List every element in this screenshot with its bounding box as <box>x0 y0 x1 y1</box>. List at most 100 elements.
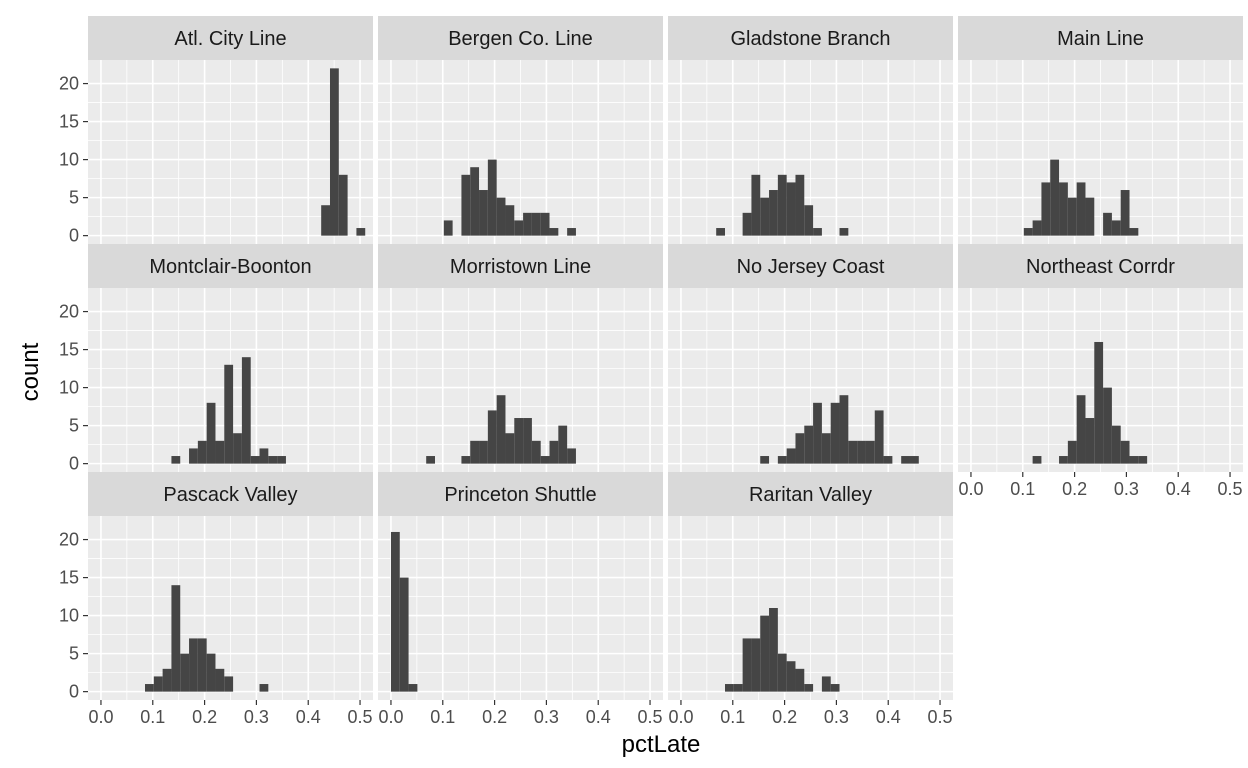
x-tick-label: 0.3 <box>534 707 559 727</box>
histogram-bar <box>523 418 532 464</box>
histogram-bar <box>1067 440 1077 464</box>
facet-title: Morristown Line <box>450 256 591 278</box>
histogram-bar <box>487 159 497 236</box>
histogram-bar <box>733 684 743 692</box>
facet-title: Montclair-Boonton <box>149 256 311 278</box>
histogram-bar <box>250 456 260 464</box>
histogram-bar <box>540 212 550 236</box>
histogram-bar <box>795 174 805 236</box>
histogram-bar <box>268 456 278 464</box>
histogram-bar <box>531 212 541 236</box>
histogram-bar <box>1094 341 1104 464</box>
histogram-bar <box>259 448 269 464</box>
histogram-bar <box>329 68 339 236</box>
facet-strip <box>668 16 953 60</box>
y-tick-label: 5 <box>69 644 79 664</box>
x-tick-label: 0.1 <box>140 707 165 727</box>
y-tick-label: 5 <box>69 188 79 208</box>
histogram-bar <box>1041 182 1051 236</box>
facet-panel: Northeast Corrdr 0.0 0.1 0.2 0.3 0.4 0.5 <box>958 244 1243 499</box>
histogram-bar <box>1076 395 1086 464</box>
histogram-bar <box>1103 387 1112 464</box>
histogram-bar <box>901 456 910 464</box>
facet-strip <box>378 16 663 60</box>
histogram-bar <box>760 615 770 692</box>
histogram-bar <box>769 190 778 236</box>
histogram-bar <box>830 402 840 464</box>
x-tick-label: 0.3 <box>824 707 849 727</box>
facet-strip <box>378 244 663 288</box>
histogram-bar <box>215 668 225 692</box>
histogram-bar <box>189 638 198 692</box>
histogram-bar <box>1085 197 1095 236</box>
histogram-bar <box>865 440 875 464</box>
facet-title: Pascack Valley <box>163 484 297 506</box>
histogram-bar <box>725 684 734 692</box>
facet-title: No Jersey Coast <box>737 256 885 278</box>
y-tick-label: 15 <box>59 568 79 588</box>
facet-strip <box>88 16 373 60</box>
x-axis-title: pctLate <box>622 731 701 758</box>
histogram-bar <box>777 456 787 464</box>
facet-panel: Gladstone Branch <box>668 16 953 244</box>
facet-panel: Bergen Co. Line <box>378 16 663 244</box>
facet-strip <box>378 472 663 516</box>
x-tick-label: 0.2 <box>772 707 797 727</box>
facet-panel: Morristown Line <box>378 244 663 472</box>
histogram-bar <box>1076 182 1086 236</box>
histogram-bar <box>742 638 752 692</box>
histogram-bar <box>777 653 787 692</box>
histogram-bar <box>549 440 559 464</box>
histogram-bar <box>567 228 576 236</box>
histogram-bar <box>206 653 216 692</box>
histogram-bar <box>558 425 568 464</box>
facet-strip <box>88 472 373 516</box>
histogram-bar <box>821 433 831 464</box>
histogram-bar <box>197 440 207 464</box>
histogram-bar <box>171 585 181 692</box>
histogram-bar <box>813 228 822 236</box>
y-tick-label: 0 <box>69 226 79 246</box>
histogram-bar <box>804 684 814 692</box>
facet-strip <box>88 244 373 288</box>
histogram-bar <box>197 638 207 692</box>
x-tick-label: 0.5 <box>638 707 663 727</box>
histogram-bar <box>505 433 515 464</box>
histogram-bar <box>567 448 576 464</box>
facet-panel: Pascack Valley 0 5 10 15 20 0.0 0.1 0.2 0.3 0.4 0.5 <box>59 472 373 727</box>
x-tick-label: 0.0 <box>378 707 403 727</box>
x-tick-label: 0.5 <box>928 707 953 727</box>
histogram-bar <box>514 418 524 464</box>
facet-strip <box>668 472 953 516</box>
histogram-bar <box>241 357 251 464</box>
histogram-bar <box>479 190 488 236</box>
histogram-bar <box>751 174 761 236</box>
histogram-bar <box>523 212 532 236</box>
facet-title: Princeton Shuttle <box>444 484 596 506</box>
histogram-bar <box>909 456 919 464</box>
y-tick-label: 20 <box>59 530 79 550</box>
x-tick-label: 0.4 <box>876 707 901 727</box>
facet-strip <box>668 244 953 288</box>
histogram-bar <box>549 228 559 236</box>
histogram-bar <box>795 668 805 692</box>
y-tick-label: 10 <box>59 150 79 170</box>
histogram-bar <box>259 684 269 692</box>
histogram-bar <box>1103 212 1112 236</box>
x-tick-label: 0.3 <box>244 707 269 727</box>
histogram-bar <box>470 167 480 236</box>
histogram-bar <box>505 205 515 236</box>
histogram-bar <box>830 684 840 692</box>
histogram-bar <box>496 197 506 236</box>
x-tick-label: 0.0 <box>88 707 113 727</box>
facet-panel: Main Line <box>958 16 1243 244</box>
histogram-bar <box>189 448 198 464</box>
histogram-bar <box>338 174 348 236</box>
histogram-bar <box>1050 159 1060 236</box>
histogram-bar <box>399 577 409 692</box>
histogram-bar <box>443 220 453 236</box>
histogram-bar <box>821 676 831 692</box>
histogram-bar <box>426 456 435 464</box>
